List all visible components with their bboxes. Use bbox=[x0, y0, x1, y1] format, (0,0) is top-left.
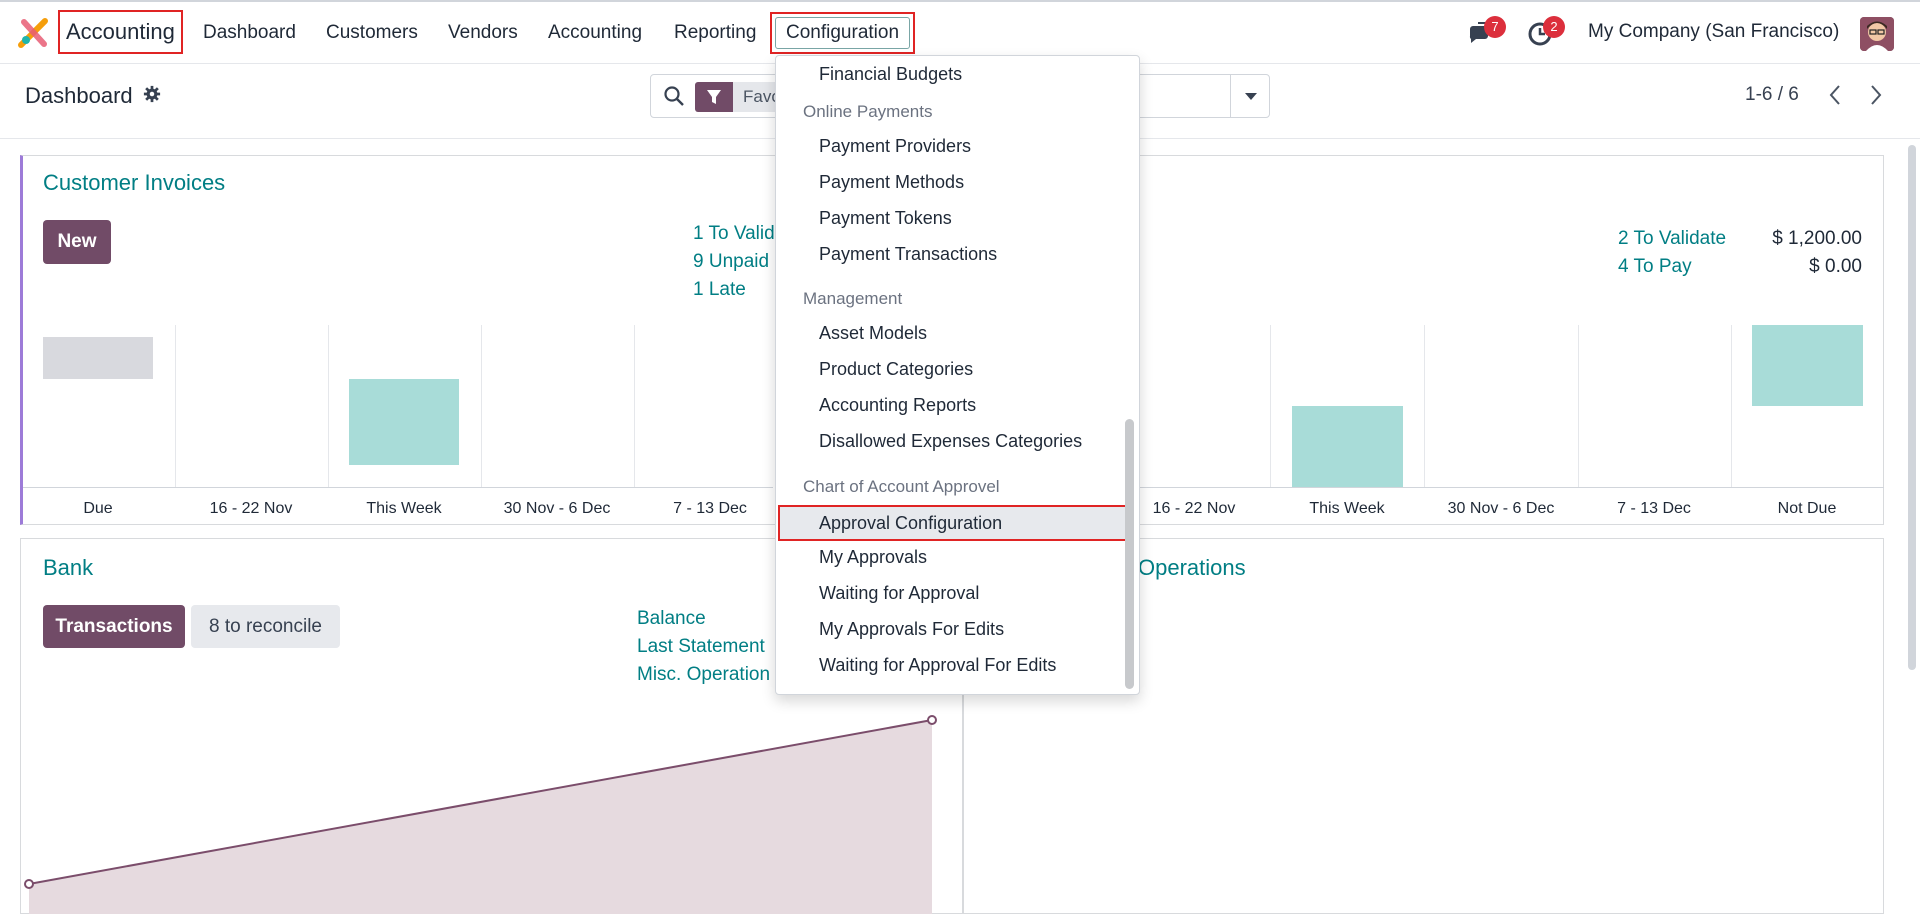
menu-item-disallowed-expenses-categories[interactable]: Disallowed Expenses Categories bbox=[819, 431, 1083, 451]
configuration-dropdown: Financial Budgets Online Payments Paymen… bbox=[775, 55, 1140, 695]
bill-tick-label: 16 - 22 Nov bbox=[1152, 500, 1236, 517]
bank-balance-graph[interactable] bbox=[20, 710, 955, 914]
misc-operations-title[interactable]: Operations bbox=[1138, 555, 1246, 580]
customer-invoices-title[interactable]: Customer Invoices bbox=[43, 170, 226, 195]
menu-item-my-approvals[interactable]: My Approvals bbox=[819, 547, 928, 567]
graph-gridline bbox=[175, 325, 176, 487]
invoices-to-validate-link[interactable]: 1 To Valid bbox=[693, 223, 775, 244]
invoice-tick-label: This Week bbox=[366, 500, 442, 517]
menu-item-asset-models[interactable]: Asset Models bbox=[819, 323, 928, 343]
menu-configuration-label: Configuration bbox=[775, 17, 911, 49]
graph-baseline bbox=[1140, 487, 1884, 488]
pager-value[interactable]: 1-6 / 6 bbox=[1745, 84, 1799, 105]
graph-gridline bbox=[328, 325, 329, 487]
menu-customers[interactable]: Customers bbox=[326, 22, 418, 43]
menu-item-waiting-for-approval-for-edits[interactable]: Waiting for Approval For Edits bbox=[819, 655, 1057, 675]
menu-item-my-approvals-for-edits[interactable]: My Approvals For Edits bbox=[819, 619, 1005, 639]
menu-item-financial-budgets[interactable]: Financial Budgets bbox=[819, 64, 963, 84]
gear-icon[interactable] bbox=[143, 85, 161, 103]
menu-item-waiting-for-approval[interactable]: Waiting for Approval bbox=[819, 583, 980, 603]
user-avatar[interactable] bbox=[1860, 17, 1894, 51]
graph-gridline bbox=[1578, 325, 1579, 487]
search-icon bbox=[664, 86, 684, 106]
invoices-unpaid-link[interactable]: 9 Unpaid bbox=[693, 251, 770, 272]
menu-item-accounting-reports[interactable]: Accounting Reports bbox=[819, 395, 977, 415]
bank-balance-link[interactable]: Balance bbox=[637, 608, 706, 629]
bill-tick-label: This Week bbox=[1309, 500, 1385, 517]
menu-configuration[interactable]: Configuration bbox=[770, 12, 916, 54]
menu-item-payment-methods[interactable]: Payment Methods bbox=[819, 172, 965, 192]
reconcile-button[interactable]: 8 to reconcile bbox=[191, 605, 340, 648]
app-name[interactable]: Accounting bbox=[58, 10, 183, 54]
filter-icon bbox=[695, 82, 733, 112]
chevron-left-icon[interactable] bbox=[1825, 83, 1845, 107]
menu-vendors[interactable]: Vendors bbox=[448, 22, 518, 43]
graph-baseline bbox=[23, 487, 773, 488]
chevron-right-icon[interactable] bbox=[1866, 83, 1886, 107]
bank-title[interactable]: Bank bbox=[43, 555, 94, 580]
menu-dashboard[interactable]: Dashboard bbox=[203, 22, 296, 43]
caret-down-icon bbox=[1245, 93, 1257, 100]
activities-badge: 2 bbox=[1543, 16, 1565, 38]
top-navbar: Accounting Dashboard Customers Vendors A… bbox=[0, 0, 1920, 64]
graph-gridline bbox=[1424, 325, 1425, 487]
bill-bar-this-week[interactable] bbox=[1292, 406, 1403, 487]
graph-gridline bbox=[1270, 325, 1271, 487]
page-title: Dashboard bbox=[25, 83, 133, 108]
bill-bar-not-due[interactable] bbox=[1752, 325, 1863, 406]
invoice-bar-this-week[interactable] bbox=[349, 379, 459, 465]
bills-to-validate-amount: $ 1,200.00 bbox=[1772, 228, 1862, 249]
invoice-tick-label: 7 - 13 Dec bbox=[673, 500, 747, 517]
menu-accounting[interactable]: Accounting bbox=[548, 22, 643, 43]
menu-item-payment-tokens[interactable]: Payment Tokens bbox=[819, 208, 952, 228]
bill-tick-label: Not Due bbox=[1777, 500, 1837, 517]
invoice-tick-label: 30 Nov - 6 Dec bbox=[503, 500, 611, 517]
menu-section-management: Management bbox=[803, 289, 903, 308]
bank-last-statement-link[interactable]: Last Statement bbox=[637, 636, 765, 657]
menu-reporting[interactable]: Reporting bbox=[674, 22, 757, 43]
new-invoice-button[interactable]: New bbox=[43, 220, 111, 264]
graph-gridline bbox=[1731, 325, 1732, 487]
graph-gridline bbox=[481, 325, 482, 487]
invoice-tick-label: 16 - 22 Nov bbox=[209, 500, 293, 517]
menu-item-payment-providers[interactable]: Payment Providers bbox=[819, 136, 972, 156]
menu-section-chart-of-account-approvel: Chart of Account Approvel bbox=[803, 477, 1000, 496]
menu-item-payment-transactions[interactable]: Payment Transactions bbox=[819, 244, 998, 264]
messages-badge: 7 bbox=[1484, 16, 1506, 38]
bank-misc-operation-link[interactable]: Misc. Operation bbox=[637, 664, 771, 685]
bill-tick-label: 30 Nov - 6 Dec bbox=[1447, 500, 1555, 517]
invoices-late-link[interactable]: 1 Late bbox=[693, 279, 746, 300]
menu-section-online-payments: Online Payments bbox=[803, 102, 933, 121]
graph-gridline bbox=[634, 325, 635, 487]
bills-to-pay-link[interactable]: 4 To Pay bbox=[1618, 256, 1692, 277]
search-facet-label: Favo bbox=[743, 87, 781, 106]
page-scrollbar[interactable] bbox=[1908, 145, 1916, 670]
menu-item-approval-configuration[interactable]: Approval Configuration bbox=[778, 505, 1129, 541]
search-options-toggle[interactable] bbox=[1230, 74, 1270, 118]
menu-item-product-categories[interactable]: Product Categories bbox=[819, 359, 974, 379]
invoice-bar-due[interactable] bbox=[43, 337, 153, 379]
bill-tick-label: 7 - 13 Dec bbox=[1617, 500, 1691, 517]
bills-to-validate-link[interactable]: 2 To Validate bbox=[1618, 228, 1727, 249]
transactions-button[interactable]: Transactions bbox=[43, 605, 185, 648]
bills-to-pay-amount: $ 0.00 bbox=[1809, 256, 1862, 277]
invoice-tick-label: Due bbox=[83, 500, 113, 517]
company-switcher[interactable]: My Company (San Francisco) bbox=[1588, 21, 1840, 42]
dropdown-scrollbar[interactable] bbox=[1125, 419, 1134, 689]
app-logo-icon[interactable] bbox=[18, 18, 48, 48]
